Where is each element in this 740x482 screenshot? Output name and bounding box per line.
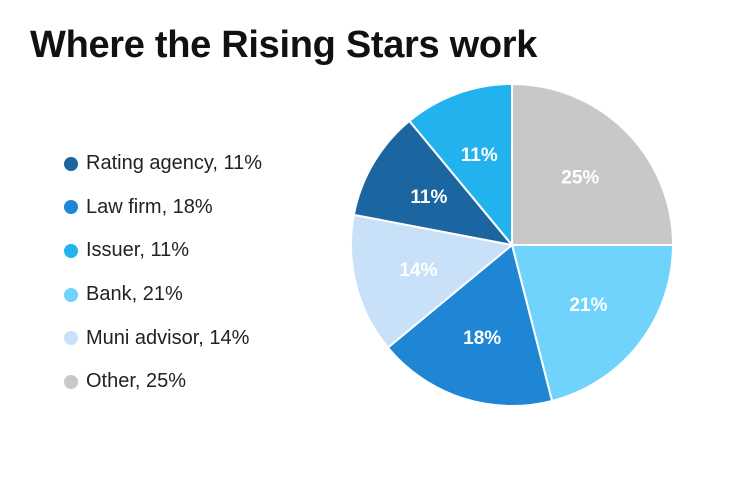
legend-swatch <box>64 243 78 258</box>
chart-title: Where the Rising Stars work <box>30 24 538 66</box>
legend-item: Law firm, 18% <box>64 186 262 230</box>
legend-swatch <box>64 374 78 389</box>
pie-slice-muni-advisor <box>350 213 515 350</box>
slice-label: 11% <box>461 145 498 166</box>
legend-item: Rating agency, 11% <box>64 142 262 186</box>
pie-slice-other <box>511 82 675 246</box>
slice-label: 25% <box>561 168 599 189</box>
legend-label: Bank, 21% <box>86 283 183 306</box>
slice-label: 18% <box>463 328 501 349</box>
legend-item: Other, 25% <box>64 360 262 404</box>
legend-swatch <box>64 200 78 215</box>
pie-slice-law-firm <box>386 243 554 407</box>
legend-label: Muni advisor, 14% <box>86 326 250 349</box>
legend-label: Rating agency, 11% <box>86 152 263 175</box>
pie-slice-issuer <box>407 82 513 248</box>
slice-label: 14% <box>399 260 437 281</box>
legend-item: Issuer, 11% <box>64 229 262 273</box>
legend-item: Bank, 21% <box>64 273 262 317</box>
legend-label: Other, 25% <box>86 370 187 393</box>
legend-item: Muni advisor, 14% <box>64 316 262 360</box>
pie-slice-rating-agency <box>352 119 515 247</box>
slice-label: 11% <box>410 187 447 208</box>
pie-slice-bank <box>510 244 675 403</box>
legend-swatch <box>64 287 78 302</box>
legend: Rating agency, 11% Law firm, 18% Issuer,… <box>64 142 262 404</box>
legend-label: Law firm, 18% <box>86 195 213 218</box>
legend-swatch <box>64 156 78 171</box>
slice-label: 21% <box>569 295 607 316</box>
legend-swatch <box>64 331 78 346</box>
legend-label: Issuer, 11% <box>86 239 190 262</box>
